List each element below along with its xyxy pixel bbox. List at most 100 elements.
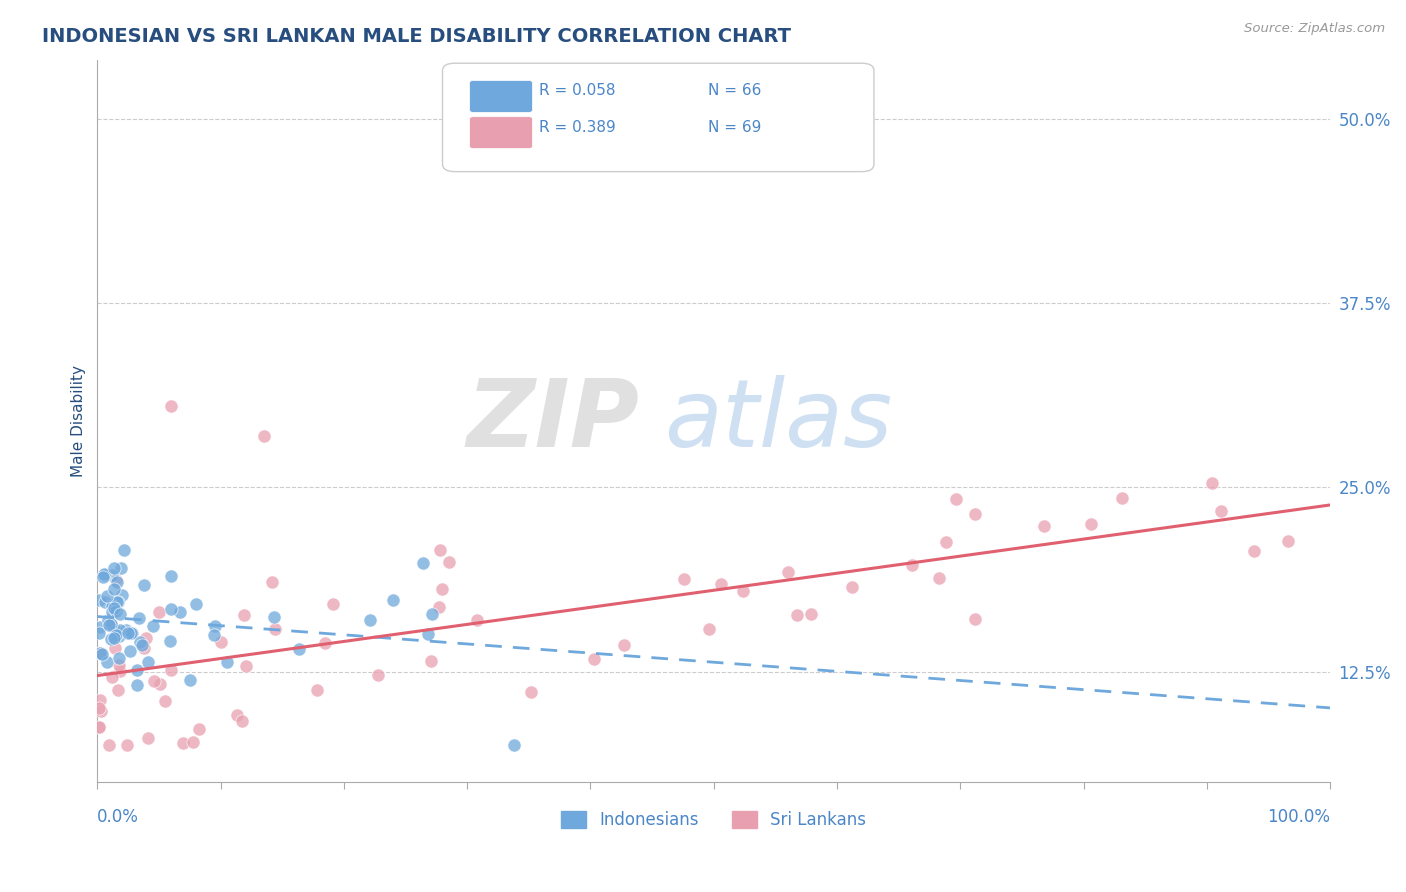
Point — [934, 535, 956, 549]
Text: atlas: atlas — [665, 376, 893, 467]
Point — [103, 600, 125, 615]
Point — [420, 654, 443, 668]
Point — [841, 580, 863, 594]
Point — [103, 632, 125, 646]
Text: 100.0%: 100.0% — [1267, 808, 1330, 826]
Point — [142, 618, 165, 632]
Point — [115, 739, 138, 753]
Point — [100, 599, 122, 613]
Point — [215, 655, 238, 669]
Point — [107, 629, 129, 643]
Point — [105, 604, 128, 618]
Point — [105, 594, 128, 608]
Point — [209, 635, 232, 649]
Point — [710, 577, 733, 591]
Point — [202, 628, 225, 642]
Point — [420, 607, 443, 621]
Point — [262, 575, 284, 590]
Point — [114, 623, 136, 637]
Text: R = 0.389: R = 0.389 — [538, 120, 616, 135]
Point — [87, 701, 110, 715]
Point — [135, 632, 157, 646]
Text: N = 66: N = 66 — [707, 84, 761, 98]
Point — [160, 663, 183, 677]
Point — [231, 714, 253, 728]
Point — [103, 561, 125, 575]
Point — [253, 428, 276, 442]
Point — [128, 611, 150, 625]
Point — [87, 647, 110, 661]
Point — [120, 644, 142, 658]
Point — [100, 632, 122, 646]
Point — [89, 646, 111, 660]
Point — [98, 739, 121, 753]
Point — [94, 568, 117, 582]
Point — [97, 613, 120, 627]
Point — [93, 567, 115, 582]
Point — [179, 673, 201, 688]
Point — [90, 647, 112, 661]
Point — [101, 568, 124, 582]
Point — [800, 607, 823, 621]
Point — [89, 626, 111, 640]
Point — [900, 558, 922, 572]
Point — [160, 602, 183, 616]
Point — [1277, 534, 1299, 549]
Point — [153, 694, 176, 708]
Point — [263, 610, 285, 624]
Point — [731, 583, 754, 598]
Point — [1209, 504, 1232, 518]
Point — [367, 668, 389, 682]
Point — [582, 652, 605, 666]
FancyBboxPatch shape — [470, 80, 533, 112]
Point — [945, 492, 967, 507]
Point — [96, 656, 118, 670]
Point — [94, 595, 117, 609]
Point — [1033, 519, 1056, 533]
Point — [287, 641, 309, 656]
Point — [103, 582, 125, 597]
Point — [136, 655, 159, 669]
Point — [314, 636, 336, 650]
Point — [776, 565, 799, 579]
Point — [121, 626, 143, 640]
Point — [87, 721, 110, 735]
Point — [613, 638, 636, 652]
Point — [186, 597, 208, 611]
Point — [307, 683, 329, 698]
Point — [204, 618, 226, 632]
Point — [93, 570, 115, 584]
Point — [360, 613, 382, 627]
Point — [107, 650, 129, 665]
Point — [382, 592, 405, 607]
Point — [965, 612, 987, 626]
Point — [89, 692, 111, 706]
Point — [104, 641, 127, 656]
Point — [125, 663, 148, 677]
Point — [225, 707, 247, 722]
Point — [1201, 476, 1223, 491]
Point — [100, 617, 122, 632]
Point — [105, 574, 128, 589]
Point — [101, 670, 124, 684]
Point — [107, 683, 129, 698]
Point — [120, 626, 142, 640]
Point — [503, 739, 526, 753]
Point — [465, 613, 488, 627]
Point — [100, 617, 122, 632]
Point — [965, 507, 987, 521]
Y-axis label: Male Disability: Male Disability — [72, 365, 86, 477]
Point — [148, 605, 170, 619]
Point — [110, 664, 132, 678]
Point — [110, 561, 132, 575]
Point — [90, 704, 112, 718]
Point — [233, 608, 256, 623]
Point — [172, 736, 194, 750]
Point — [181, 735, 204, 749]
Point — [100, 605, 122, 619]
Point — [160, 399, 183, 413]
Text: Source: ZipAtlas.com: Source: ZipAtlas.com — [1244, 22, 1385, 36]
Point — [427, 599, 450, 614]
Point — [104, 628, 127, 642]
Point — [107, 595, 129, 609]
